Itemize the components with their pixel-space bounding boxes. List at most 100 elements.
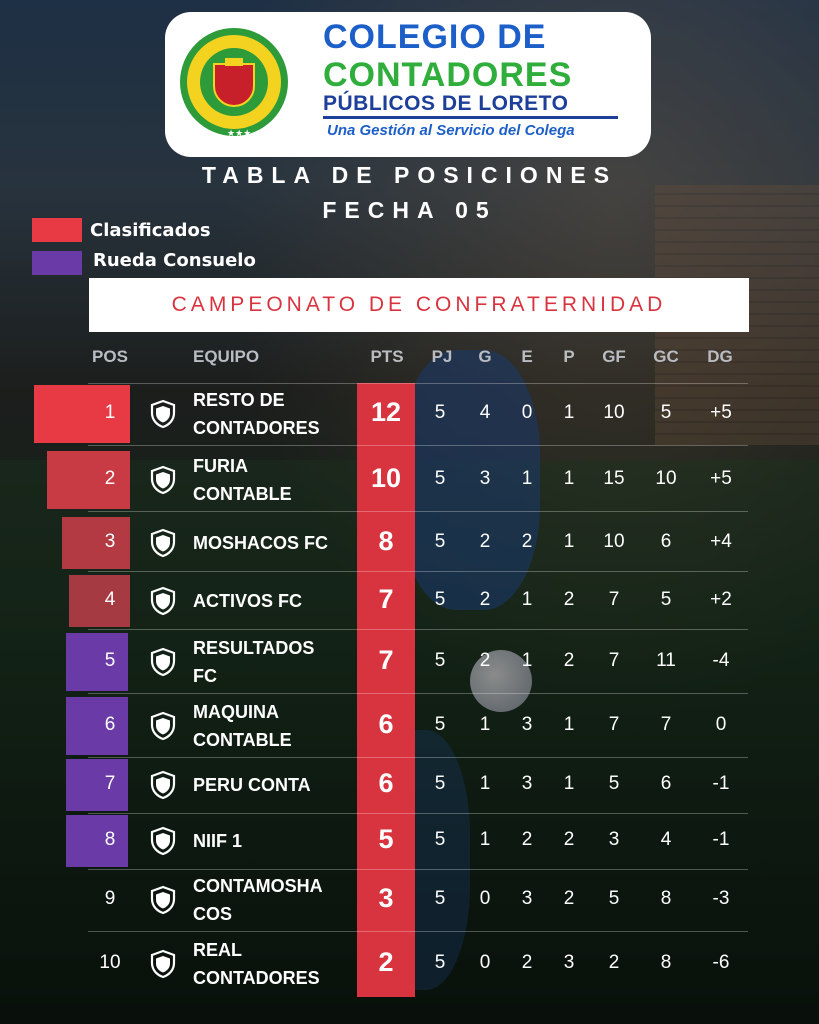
legend-label-rueda-consuelo: Rueda Consuelo — [93, 250, 256, 271]
team-name: REAL CONTADORES — [193, 936, 358, 992]
row-stat-gc: 6 — [660, 531, 672, 552]
team-name-line: MAQUINA — [193, 702, 279, 722]
logo-title-line3: PÚBLICOS DE LORETO — [323, 92, 569, 115]
row-stat-dg: +2 — [710, 589, 732, 610]
team-name-line: CONTABLE — [193, 730, 292, 750]
row-points: 2 — [378, 947, 394, 977]
team-name-line: ACTIVOS FC — [193, 591, 303, 611]
row-divider — [88, 693, 748, 694]
team-name: ACTIVOS FC — [193, 587, 358, 615]
row-points: 8 — [378, 526, 394, 556]
points-column-highlight — [357, 383, 415, 997]
row-stat-gc: 10 — [655, 468, 677, 489]
column-header-pj: PJ — [431, 347, 453, 366]
row-stat-g: 0 — [479, 952, 491, 973]
legend-label-clasificados: Clasificados — [90, 220, 211, 241]
seal-logo-icon: ★★★ — [180, 28, 288, 139]
team-name-line: CONTADORES — [193, 968, 320, 988]
row-stat-gf: 5 — [608, 888, 620, 909]
row-stat-pj: 5 — [434, 773, 446, 794]
row-stat-dg: -4 — [712, 650, 730, 671]
pos-highlight-clasificados — [69, 575, 130, 627]
row-stat-gf: 3 — [608, 829, 620, 850]
row-stat-gc: 5 — [660, 589, 672, 610]
row-position: 7 — [104, 773, 116, 794]
team-name: MAQUINA CONTABLE — [193, 698, 358, 754]
row-stat-gf: 10 — [603, 531, 625, 552]
row-stat-e: 2 — [521, 829, 533, 850]
row-stat-dg: 0 — [715, 714, 727, 735]
team-name: CONTAMOSHA COS — [193, 872, 358, 928]
pos-highlight-clasificados — [62, 517, 130, 569]
row-stat-g: 1 — [479, 829, 491, 850]
row-stat-g: 4 — [479, 402, 491, 423]
row-stat-gf: 7 — [608, 589, 620, 610]
shield-icon — [150, 826, 176, 856]
team-name-line: CONTADORES — [193, 418, 320, 438]
legend-swatch-clasificados — [32, 218, 82, 242]
row-stat-p: 3 — [563, 952, 575, 973]
column-header-p: P — [563, 347, 575, 366]
shield-icon — [150, 949, 176, 979]
shield-icon — [150, 647, 176, 677]
background-player — [400, 350, 540, 610]
row-divider — [88, 813, 748, 814]
logo-card: ★★★ COLEGIO DE CONTADORES PÚBLICOS DE LO… — [165, 12, 651, 157]
row-points: 6 — [378, 768, 394, 798]
team-name-line: MOSHACOS FC — [193, 533, 328, 553]
row-stat-g: 2 — [479, 531, 491, 552]
row-stat-e: 1 — [521, 468, 533, 489]
row-stat-pj: 5 — [434, 714, 446, 735]
row-stat-dg: +5 — [710, 468, 732, 489]
row-stat-e: 1 — [521, 589, 533, 610]
row-stat-gf: 2 — [608, 952, 620, 973]
pos-highlight-rueda-consuelo — [66, 815, 128, 867]
row-position: 5 — [104, 650, 116, 671]
team-name-line: FC — [193, 666, 217, 686]
row-stat-dg: -6 — [712, 952, 730, 973]
row-position: 2 — [104, 468, 116, 489]
row-stat-p: 1 — [563, 773, 575, 794]
row-stat-e: 2 — [521, 531, 533, 552]
pos-highlight-clasificados — [47, 451, 130, 509]
row-position: 8 — [104, 829, 116, 850]
shield-icon — [150, 770, 176, 800]
row-points: 7 — [378, 584, 394, 614]
row-stat-dg: -1 — [712, 829, 730, 850]
column-header-g: G — [478, 347, 492, 366]
shield-icon — [150, 885, 176, 915]
pos-highlight-clasificados — [34, 385, 130, 443]
column-header-gc: GC — [653, 347, 679, 366]
shield-icon — [150, 465, 176, 495]
logo-title-line1: COLEGIO DE — [323, 18, 547, 56]
row-stat-gc: 8 — [660, 952, 672, 973]
row-stat-dg: -1 — [712, 773, 730, 794]
pos-highlight-rueda-consuelo — [66, 759, 128, 811]
row-position: 10 — [99, 952, 121, 973]
row-stat-p: 1 — [563, 402, 575, 423]
row-stat-e: 3 — [521, 714, 533, 735]
row-stat-pj: 5 — [434, 650, 446, 671]
row-stat-pj: 5 — [434, 888, 446, 909]
row-position: 3 — [104, 531, 116, 552]
row-stat-e: 3 — [521, 888, 533, 909]
legend-swatch-rueda-consuelo — [32, 251, 82, 275]
row-stat-e: 3 — [521, 773, 533, 794]
row-points: 12 — [370, 397, 402, 427]
team-name-line: RESULTADOS — [193, 638, 315, 658]
row-stat-g: 2 — [479, 650, 491, 671]
team-name-line: COS — [193, 904, 233, 924]
row-stat-gf: 15 — [603, 468, 625, 489]
row-divider — [88, 571, 748, 572]
background-ball — [470, 650, 532, 712]
row-divider — [88, 511, 748, 512]
column-header-dg: DG — [707, 347, 733, 366]
row-stat-gf: 7 — [608, 650, 620, 671]
team-name: FURIA CONTABLE — [193, 452, 358, 508]
row-divider — [88, 931, 748, 932]
row-divider — [88, 629, 748, 630]
row-position: 6 — [104, 714, 116, 735]
column-header-pos: POS — [92, 347, 128, 366]
row-points: 7 — [378, 645, 394, 675]
row-stat-p: 1 — [563, 714, 575, 735]
